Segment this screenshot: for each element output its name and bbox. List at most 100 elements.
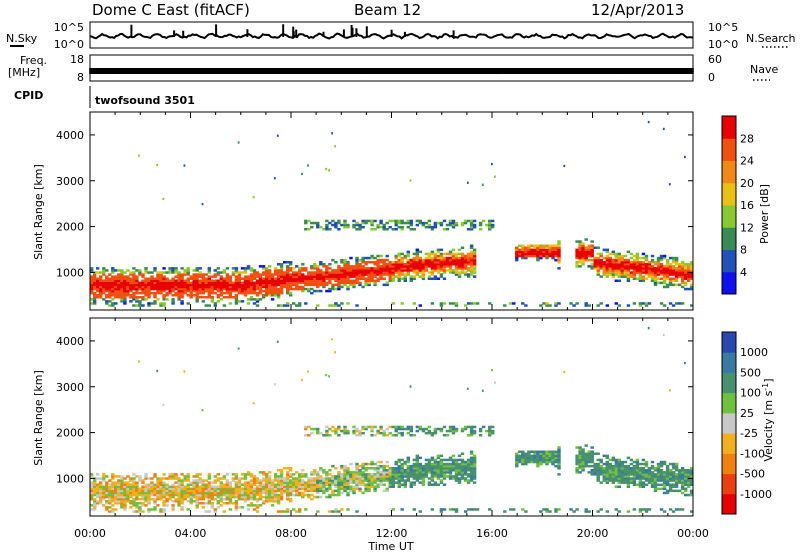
velocity-cell — [231, 493, 236, 497]
velocity-cell — [114, 500, 118, 503]
velocity-cell — [240, 487, 245, 491]
velocity-cell — [168, 497, 172, 501]
velocity-cell — [542, 456, 546, 460]
power-cell — [575, 248, 579, 252]
velocity-cell — [222, 497, 227, 501]
velocity-cell — [234, 481, 239, 484]
power-cell — [524, 252, 528, 256]
velocity-cell — [132, 479, 136, 482]
power-cell — [328, 279, 332, 282]
power-cell — [328, 275, 332, 278]
velocity-cell — [276, 489, 281, 493]
velocity-cell — [590, 469, 594, 472]
power-cell — [313, 267, 317, 270]
power-cell — [301, 285, 305, 289]
velocity-cell — [267, 500, 272, 503]
velocity-cell — [234, 491, 239, 495]
power-cell — [301, 172, 303, 176]
power-cell — [270, 277, 275, 280]
velocity-cell — [162, 500, 166, 503]
velocity-cell — [367, 473, 371, 476]
power-cell — [319, 283, 323, 287]
power-cell — [409, 265, 413, 268]
power-cell — [234, 296, 239, 299]
power-cell — [400, 256, 404, 260]
velocity-cell — [270, 495, 275, 499]
power-cell — [463, 273, 468, 276]
velocity-cell — [180, 495, 184, 499]
velocity-cell — [575, 460, 579, 464]
velocity-cell — [671, 462, 676, 466]
power-cell — [177, 271, 181, 274]
power-cell — [629, 271, 634, 274]
power-cell — [279, 281, 284, 285]
power-cell — [267, 281, 272, 285]
power-cell — [626, 273, 631, 276]
power-cell — [551, 252, 555, 256]
velocity-cell — [433, 429, 438, 433]
velocity-cell — [400, 467, 404, 470]
velocity-cell — [213, 481, 217, 484]
velocity-cell — [210, 485, 214, 488]
velocity-cell — [295, 489, 299, 493]
velocity-cell — [355, 479, 359, 482]
velocity-cell — [316, 510, 320, 513]
velocity-cell — [424, 464, 429, 468]
power-cell — [614, 256, 618, 260]
power-cell — [189, 283, 193, 287]
power-cell — [469, 219, 474, 223]
velocity-cell — [596, 473, 600, 476]
power-cell — [204, 281, 208, 285]
cpid-row: CPID twofsound 3501 — [14, 86, 195, 108]
power-cell — [328, 267, 332, 270]
power-cell — [680, 265, 685, 268]
power-cell — [671, 277, 676, 280]
power-cell — [469, 256, 474, 260]
velocity-cell — [307, 425, 311, 429]
power-cell — [647, 267, 652, 270]
power-cell — [273, 177, 276, 180]
power-cell — [557, 240, 561, 243]
power-cell — [690, 269, 694, 272]
velocity-cell — [189, 502, 193, 505]
velocity-cell — [228, 497, 233, 501]
power-cell — [279, 279, 284, 282]
power-cell — [273, 287, 278, 291]
power-cell — [684, 271, 688, 274]
power-cell — [352, 219, 356, 223]
velocity-cell — [602, 475, 606, 478]
velocity-cell — [243, 483, 248, 486]
velocity-cell — [195, 502, 199, 505]
velocity-cell — [400, 483, 404, 486]
power-cell — [222, 296, 227, 299]
velocity-cell — [611, 471, 615, 474]
power-cell — [364, 277, 368, 280]
power-cell — [557, 242, 561, 245]
power-cell — [177, 294, 181, 297]
velocity-cell — [135, 493, 139, 497]
velocity-cell — [635, 469, 640, 472]
power-cell — [219, 283, 223, 287]
velocity-cell — [93, 489, 97, 493]
power-cell — [406, 269, 410, 272]
velocity-cell — [114, 475, 118, 478]
velocity-cell — [665, 471, 670, 474]
velocity-cell — [397, 427, 401, 431]
power-cell — [632, 269, 637, 272]
velocity-cell — [313, 495, 317, 499]
power-cell — [286, 291, 290, 295]
velocity-cell — [183, 489, 187, 493]
velocity-cell — [108, 495, 112, 499]
power-cell — [430, 269, 435, 272]
velocity-cell — [138, 477, 142, 480]
velocity-cell — [605, 456, 609, 460]
velocity-cell — [156, 477, 160, 480]
power-cell — [286, 304, 290, 307]
velocity-cell — [346, 431, 350, 435]
velocity-cell — [454, 467, 459, 470]
power-cell — [231, 281, 236, 285]
power-cell — [403, 221, 407, 225]
power-cell — [373, 275, 377, 278]
power-cell — [93, 300, 97, 303]
velocity-cell — [370, 429, 374, 433]
